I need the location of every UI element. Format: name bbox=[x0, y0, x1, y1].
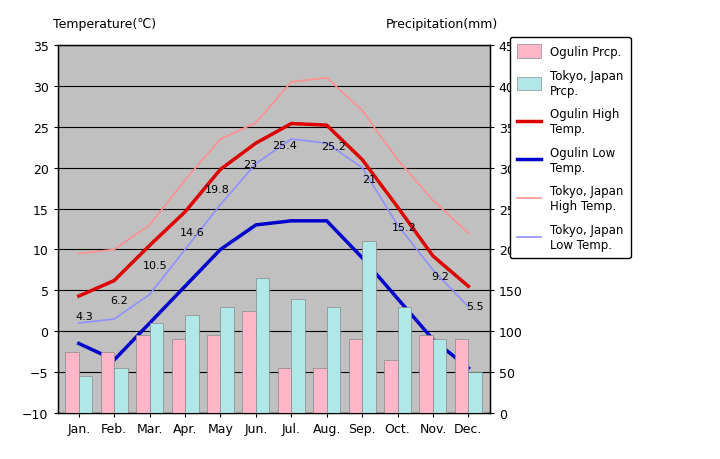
Bar bbox=[114, 368, 127, 413]
Bar bbox=[420, 336, 433, 413]
Text: 19.8: 19.8 bbox=[204, 185, 230, 195]
Bar bbox=[243, 311, 256, 413]
Bar bbox=[256, 279, 269, 413]
Bar bbox=[136, 336, 150, 413]
Bar bbox=[185, 315, 199, 413]
Text: Temperature(℃): Temperature(℃) bbox=[53, 18, 156, 31]
Bar bbox=[220, 307, 234, 413]
Text: 9.2: 9.2 bbox=[431, 271, 449, 281]
Bar bbox=[327, 307, 340, 413]
Bar bbox=[468, 372, 482, 413]
Legend: Ogulin Prcp., Tokyo, Japan
Prcp., Ogulin High
Temp., Ogulin Low
Temp., Tokyo, Ja: Ogulin Prcp., Tokyo, Japan Prcp., Ogulin… bbox=[510, 38, 631, 258]
Text: 5.5: 5.5 bbox=[467, 301, 485, 311]
Bar bbox=[79, 376, 92, 413]
Bar bbox=[171, 340, 185, 413]
Bar bbox=[207, 336, 220, 413]
Text: 15.2: 15.2 bbox=[392, 222, 417, 232]
Text: 25.2: 25.2 bbox=[321, 142, 346, 152]
Bar bbox=[384, 360, 397, 413]
Text: 4.3: 4.3 bbox=[76, 311, 93, 321]
Bar bbox=[66, 352, 79, 413]
Text: Precipitation(mm): Precipitation(mm) bbox=[386, 18, 498, 31]
Bar bbox=[433, 340, 446, 413]
Text: 23: 23 bbox=[243, 160, 258, 170]
Bar bbox=[313, 368, 327, 413]
Bar bbox=[150, 323, 163, 413]
Text: 21: 21 bbox=[362, 175, 377, 185]
Text: 10.5: 10.5 bbox=[143, 261, 167, 270]
Bar bbox=[348, 340, 362, 413]
Text: 6.2: 6.2 bbox=[111, 296, 128, 306]
Bar bbox=[397, 307, 411, 413]
Text: 25.4: 25.4 bbox=[271, 140, 297, 151]
Bar bbox=[455, 340, 468, 413]
Bar bbox=[101, 352, 114, 413]
Bar bbox=[292, 299, 305, 413]
Text: 14.6: 14.6 bbox=[180, 227, 204, 237]
Bar bbox=[362, 242, 376, 413]
Bar bbox=[278, 368, 292, 413]
